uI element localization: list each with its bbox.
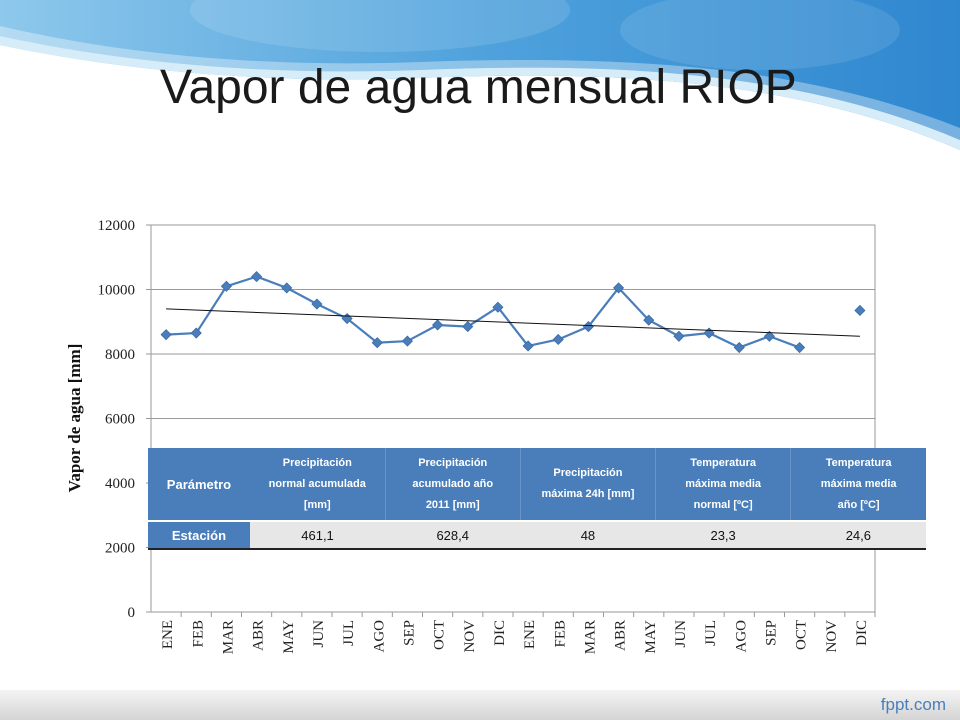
y-tick-label: 0 <box>128 605 136 621</box>
x-tick-label: MAR <box>582 620 598 654</box>
table-cell: 23,3 <box>655 520 791 550</box>
x-tick-label: JUL <box>703 620 719 646</box>
table-row-label: Estación <box>148 520 250 550</box>
data-point <box>190 327 202 339</box>
table-cell: 24,6 <box>790 520 926 550</box>
series-water-vapor <box>160 271 866 354</box>
data-point <box>733 341 745 354</box>
table-header-parameter: Parámetro <box>148 448 250 521</box>
gridlines <box>146 224 875 613</box>
y-tick-label: 12000 <box>98 218 136 234</box>
data-point <box>794 341 806 354</box>
x-tick-label: MAR <box>220 620 236 654</box>
table-header-cell: Precipitación acumulado año 2011 [mm] <box>385 448 521 521</box>
table-header-cell: Precipitación normal acumulada [mm] <box>249 448 386 521</box>
data-point <box>552 333 564 346</box>
table-cell: 628,4 <box>385 520 521 550</box>
data-point <box>643 314 655 326</box>
data-point <box>251 271 263 283</box>
x-tick-label: JUL <box>341 620 357 646</box>
data-point <box>160 329 172 341</box>
x-tick-label: ENE <box>522 620 538 649</box>
x-tick-label: FEB <box>552 620 568 648</box>
table-header-line: Temperatura <box>690 456 757 469</box>
table-header-line: Precipitación <box>553 467 623 479</box>
table-header-line: máxima media <box>685 477 762 490</box>
x-tick-label: DIC <box>492 620 508 646</box>
y-tick-label: 4000 <box>105 476 135 492</box>
table-header-line: normal [ºC] <box>693 498 753 511</box>
x-tick-label: NOV <box>824 620 840 653</box>
table-header-row: Parámetro Precipitación normal acumulada [… <box>148 448 926 521</box>
data-point <box>432 319 444 331</box>
y-tick-label: 6000 <box>105 412 135 428</box>
data-point <box>613 282 625 294</box>
table-header-cell: Precipitación máxima 24h [mm] <box>520 448 657 521</box>
footer-logo: fppt.com <box>880 695 946 714</box>
table-header-line: acumulado año <box>412 477 494 490</box>
x-tick-label: FEB <box>190 620 206 648</box>
y-tick-label: 10000 <box>98 283 136 299</box>
x-tick-label: DIC <box>854 620 870 646</box>
x-tick-label: OCT <box>432 620 448 650</box>
table-header-line: Precipitación <box>282 456 352 469</box>
data-point <box>522 340 534 352</box>
x-tick-label: ENE <box>160 620 176 649</box>
slide-title: Vapor de agua mensual RIOP <box>160 61 797 114</box>
data-point <box>220 280 232 292</box>
data-point <box>703 327 715 339</box>
table-header-cell: Temperatura máxima media normal [ºC] <box>655 448 792 521</box>
x-tick-label: SEP <box>763 620 779 646</box>
trendline <box>166 308 860 337</box>
table-header-line: [mm] <box>303 498 331 511</box>
table-header-line: año [ºC] <box>837 498 880 511</box>
data-point <box>311 298 323 310</box>
data-point <box>371 337 383 349</box>
data-point <box>462 321 474 333</box>
table-header-line: máxima media <box>820 477 897 490</box>
x-tick-labels: ENE FEB MAR ABR MAY JUN JUL AGO SEP OCT NOV DIC ENE F… <box>160 612 876 654</box>
x-tick-label: SEP <box>401 620 417 646</box>
x-tick-label: JUN <box>311 620 327 648</box>
table-cell: 48 <box>520 520 656 550</box>
data-point <box>281 282 293 294</box>
data-point <box>673 330 685 342</box>
table-header-line: Temperatura <box>825 456 892 469</box>
footer-bar <box>0 690 960 720</box>
x-tick-label: NOV <box>462 620 478 653</box>
x-tick-label: OCT <box>794 620 810 650</box>
table-header-line: 2011 [mm] <box>425 498 480 511</box>
x-tick-label: AGO <box>371 620 387 653</box>
y-tick-label: 8000 <box>105 347 135 363</box>
x-tick-label: JUN <box>673 620 689 648</box>
table-cell: 461,1 <box>249 520 386 550</box>
table-header-cell: Temperatura máxima media año [ºC] <box>790 448 926 521</box>
data-point <box>854 304 866 317</box>
series-line <box>166 275 800 349</box>
y-tick-labels: 0 2000 4000 6000 8000 10000 12000 <box>98 218 136 621</box>
x-tick-label: ABR <box>251 620 267 651</box>
data-point <box>401 335 413 347</box>
data-point <box>763 330 775 342</box>
parameter-table: Parámetro Precipitación normal acumulada [… <box>148 448 926 550</box>
table-header-line: normal acumulada <box>268 477 366 490</box>
x-tick-label: AGO <box>733 620 749 653</box>
header-banner <box>0 0 960 150</box>
x-tick-label: ABR <box>613 620 629 651</box>
x-tick-label: MAY <box>643 620 659 654</box>
y-axis-title: Vapor de agua [mm] <box>65 344 84 493</box>
table-row: Estación 461,1 628,4 48 23,3 24,6 <box>148 520 926 550</box>
table-header-line: máxima 24h [mm] <box>541 488 635 500</box>
data-point <box>492 301 504 313</box>
table-header-line: Precipitación <box>418 456 488 469</box>
x-tick-label: MAY <box>281 620 297 654</box>
y-tick-label: 2000 <box>105 541 135 557</box>
